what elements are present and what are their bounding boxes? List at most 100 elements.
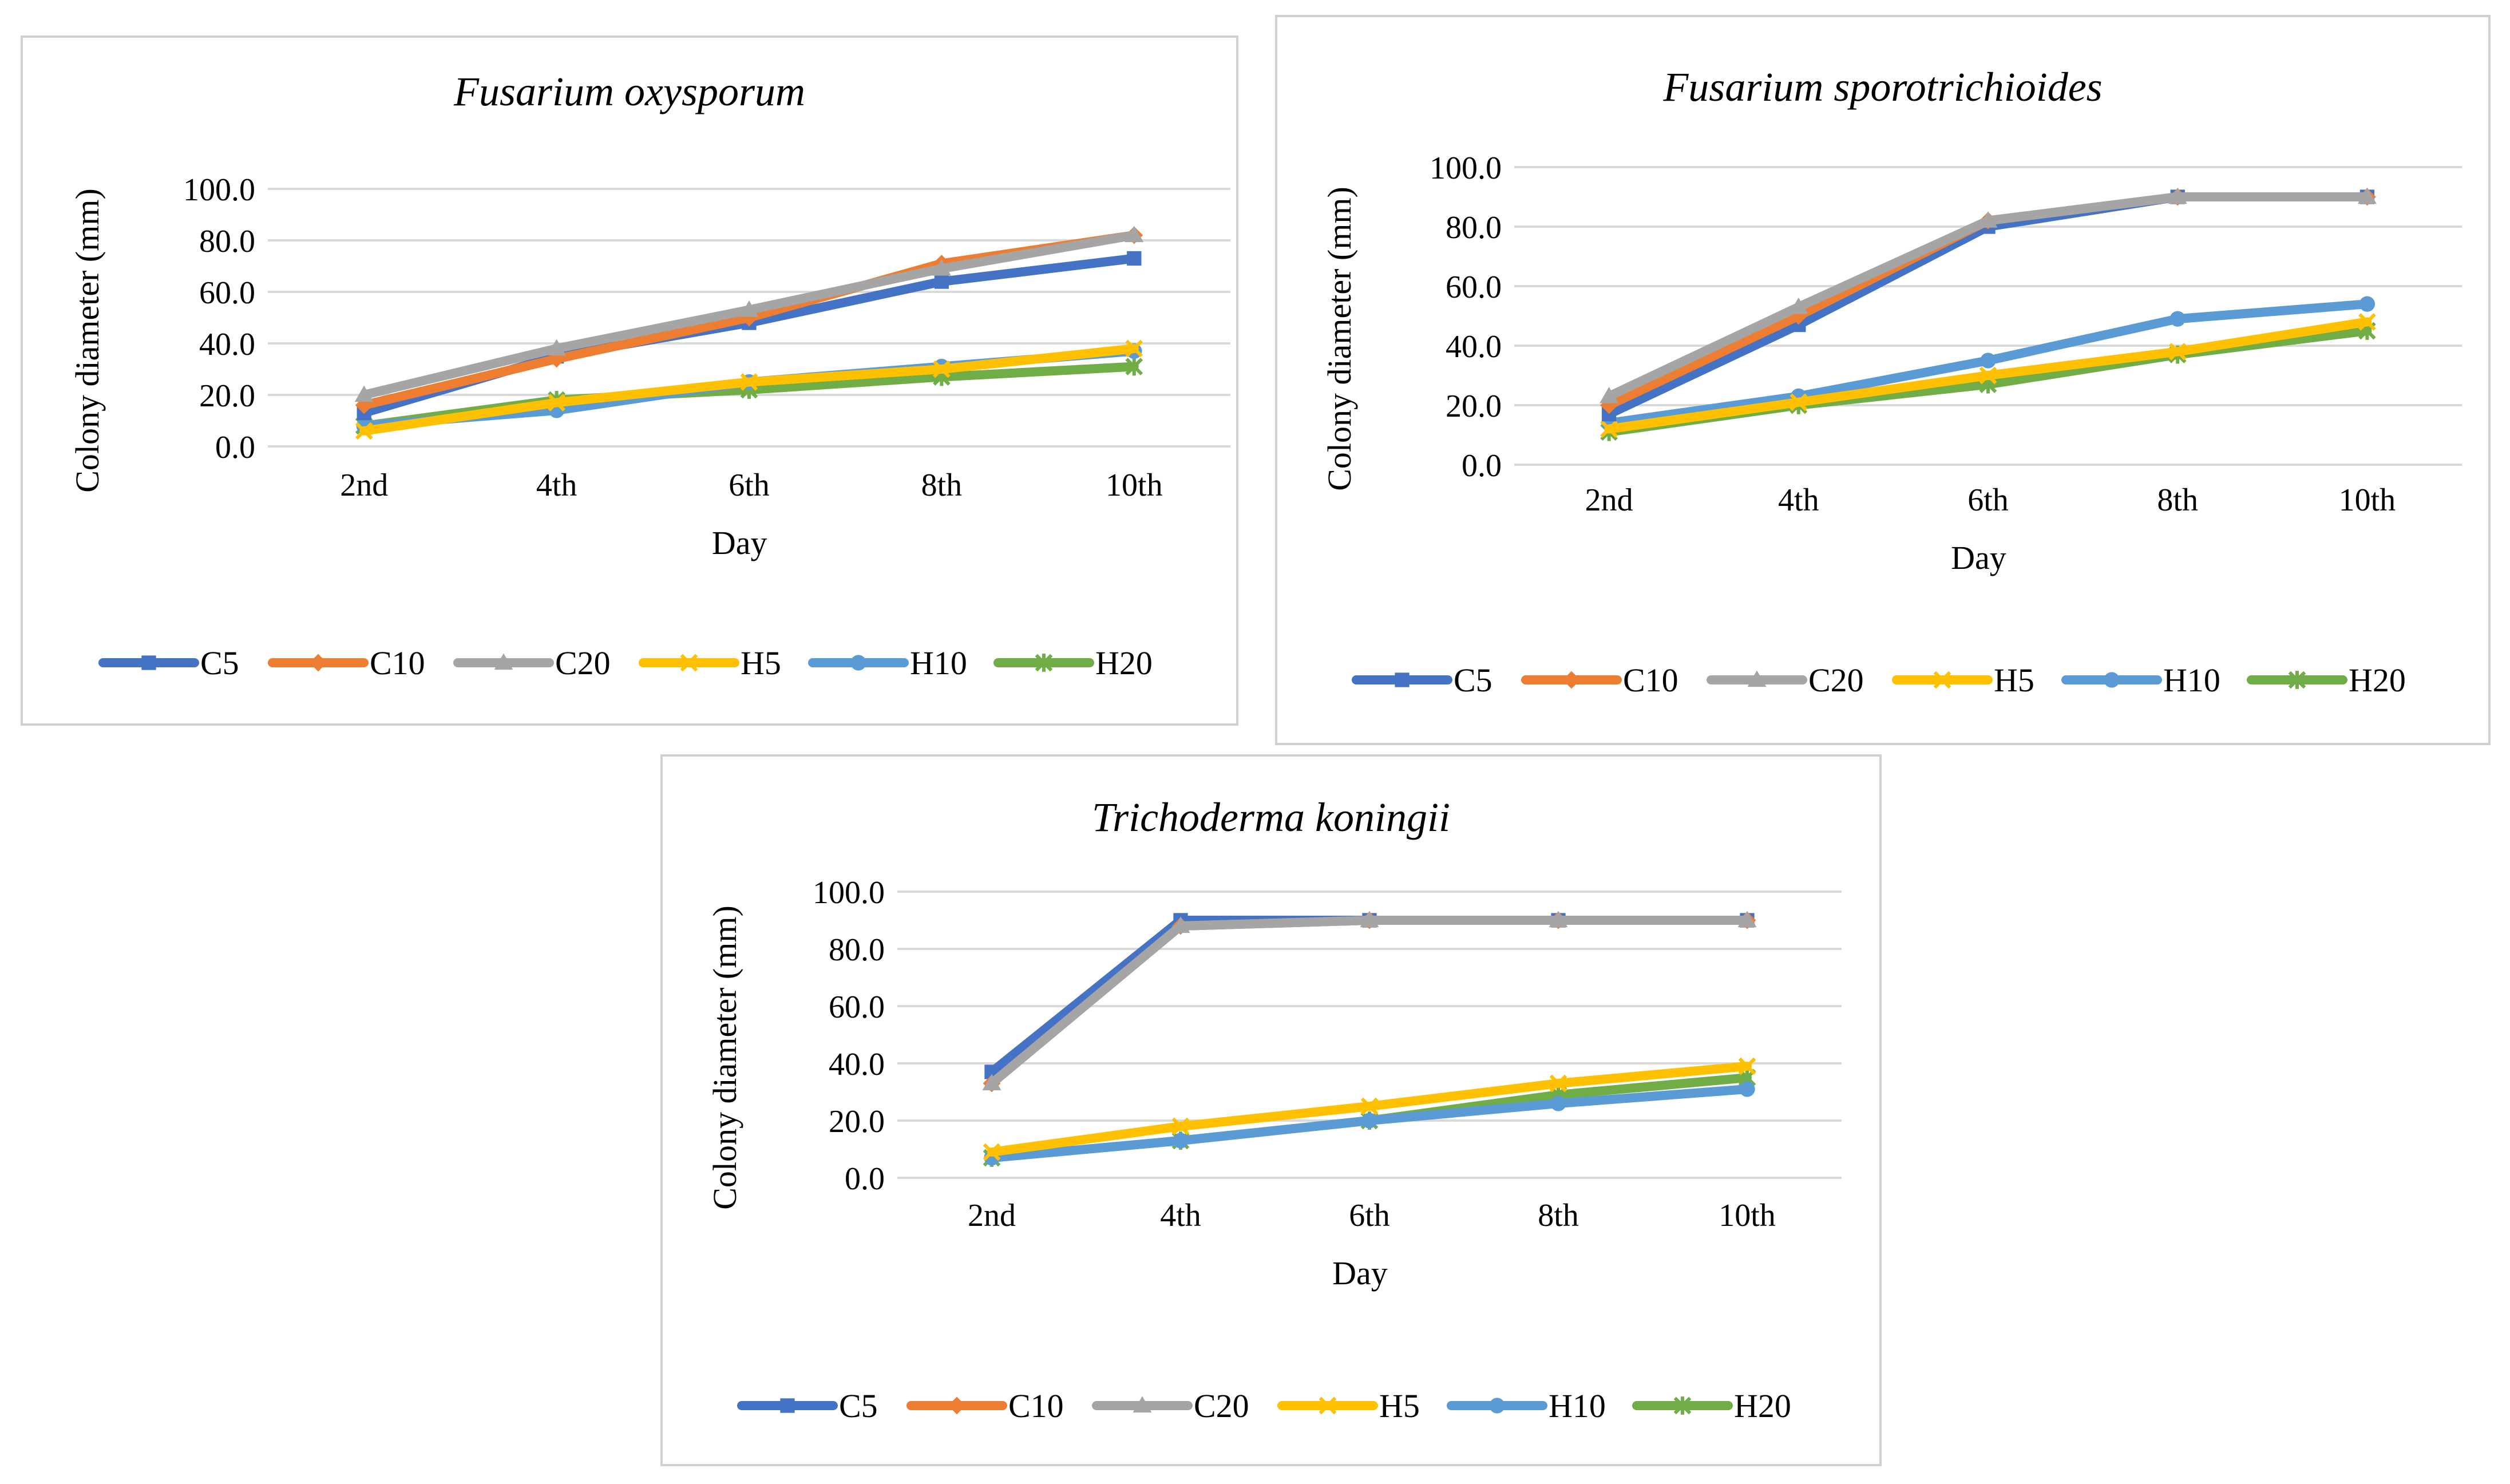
y-tick-label: 80.0 (829, 932, 885, 968)
data-point-h10 (1361, 1113, 1377, 1129)
chart-panel-trichoderma-koningii: Trichoderma koningii 0.0 20.0 40.0 60.0 80.0 1… (660, 754, 1882, 1466)
legend-swatch-marker (1933, 671, 1951, 689)
series-c10 (983, 911, 1756, 1093)
x-tick-label: 6th (1967, 482, 2009, 518)
y-axis-label: Colony diameter (mm) (69, 188, 106, 493)
legend-label: C20 (1808, 662, 1864, 699)
data-point-h5 (1549, 1074, 1567, 1093)
chart-title: Trichoderma koningii (1092, 794, 1450, 840)
x-tick-label: 10th (1719, 1198, 1776, 1233)
data-point-h5 (2358, 313, 2376, 331)
series-line-c5 (987, 916, 1752, 1077)
x-tick-label: 4th (1160, 1198, 1201, 1233)
legend-label: H20 (1095, 644, 1153, 682)
series-h10 (984, 1081, 1755, 1166)
data-point-c20 (1600, 386, 1619, 403)
legend: C5 C10 C20 H5 H10 H20 (1352, 662, 2406, 699)
chart-fusarium-sporotrichioides: Fusarium sporotrichioides 0.0 20.0 40.0 60.0… (1321, 64, 2462, 699)
data-point-c5 (934, 274, 949, 289)
data-point-h5 (1979, 366, 1997, 385)
y-tick-label: 40.0 (829, 1047, 885, 1082)
data-point-c20 (982, 1074, 1001, 1091)
series-c20 (1600, 187, 2377, 403)
y-tick-label: 100.0 (813, 875, 885, 911)
legend-item-c5: C5 (1352, 662, 1492, 699)
data-point-c20 (354, 385, 374, 402)
series-line-c20 (987, 916, 1752, 1088)
legend-swatch-marker (309, 654, 327, 672)
x-tick-label: 6th (1349, 1198, 1390, 1233)
x-axis-label: Day (1332, 1255, 1388, 1292)
legend-item-c10: C10 (268, 644, 425, 682)
chart-panel-fusarium-sporotrichioides: Fusarium sporotrichioides 0.0 20.0 40.0 60.0… (1275, 15, 2491, 745)
y-tick-label: 100.0 (1430, 151, 1502, 186)
legend: C5 C10 C20 H5 H10 H20 (737, 1387, 1791, 1424)
chart-fusarium-oxysporum: Fusarium oxysporum 0.0 20.0 40.0 60.0 80.0 100… (69, 69, 1230, 682)
x-tick-label: 4th (536, 468, 577, 503)
y-axis-label: Colony diameter (mm) (706, 905, 743, 1210)
data-point-h5 (740, 373, 758, 391)
x-axis-label: Day (712, 524, 767, 561)
chart-trichoderma-koningii: Trichoderma koningii 0.0 20.0 40.0 60.0 80.0 1… (706, 794, 1842, 1424)
data-point-c20 (547, 339, 567, 356)
x-tick-label: 4th (1778, 482, 1819, 518)
legend-label: C10 (1008, 1387, 1064, 1424)
data-point-h5 (1600, 420, 1618, 438)
legend: C5 C10 C20 H5 H10 H20 (98, 644, 1153, 682)
legend-swatch-marker (2104, 672, 2120, 688)
data-point-h5 (1171, 1117, 1190, 1135)
data-point-c20 (1549, 911, 1568, 928)
chart-title: Fusarium sporotrichioides (1662, 64, 2102, 110)
x-axis-label: Day (1951, 539, 2006, 576)
x-tick-label: 2nd (968, 1198, 1016, 1233)
x-tick-label: 2nd (1585, 482, 1633, 518)
data-point-h10 (2359, 296, 2376, 312)
legend-swatch-marker (850, 655, 866, 671)
data-point-c20 (1789, 297, 1808, 314)
legend-swatch-marker (948, 1396, 966, 1415)
data-point-c20 (932, 259, 951, 276)
x-tick-label: 8th (1538, 1198, 1579, 1233)
data-point-c20 (739, 300, 759, 317)
data-point-h5 (983, 1143, 1001, 1161)
legend-item-h10: H10 (2061, 662, 2220, 699)
data-point-h5 (1790, 393, 1808, 411)
y-tick-label: 0.0 (845, 1161, 885, 1197)
legend-swatch-marker (1035, 654, 1053, 672)
series-c20 (354, 225, 1144, 402)
legend-label: H5 (741, 644, 781, 682)
y-tick-label: 80.0 (199, 224, 255, 259)
legend-swatch-marker (2288, 671, 2306, 689)
legend-item-h20: H20 (993, 644, 1153, 682)
legend-swatch-marker (1562, 671, 1581, 689)
series-line-c10 (987, 916, 1752, 1088)
x-tick-label: 8th (2157, 482, 2198, 518)
series-c20 (982, 911, 1757, 1091)
data-point-h10 (2169, 311, 2186, 327)
legend-label: H20 (1734, 1387, 1791, 1424)
data-point-c20 (2168, 187, 2187, 204)
series-h5 (1600, 313, 2376, 438)
data-point-h10 (1550, 1095, 1566, 1111)
legend-swatch-marker (141, 655, 156, 670)
data-point-c20 (1978, 211, 1998, 228)
data-point-c20 (1125, 225, 1144, 243)
legend-label: C5 (839, 1387, 878, 1424)
y-tick-label: 60.0 (199, 275, 255, 311)
data-point-h10 (1739, 1081, 1755, 1097)
legend-swatch-marker (1133, 1396, 1152, 1413)
y-tick-label: 0.0 (1462, 448, 1502, 484)
legend-item-c5: C5 (98, 644, 239, 682)
legend-item-c20: C20 (453, 644, 611, 682)
legend-swatch-marker (1489, 1398, 1505, 1414)
chart-title: Fusarium oxysporum (453, 69, 805, 114)
legend-label: C20 (555, 644, 611, 682)
data-point-h5 (1738, 1057, 1756, 1075)
legend-item-h5: H5 (1277, 1387, 1420, 1424)
legend-label: C5 (1454, 662, 1492, 699)
data-point-h5 (1125, 339, 1143, 358)
legend-swatch-marker (1395, 672, 1410, 687)
data-point-h20 (1125, 357, 1143, 376)
legend-label: C10 (370, 644, 425, 682)
y-tick-label: 80.0 (1446, 210, 1502, 246)
